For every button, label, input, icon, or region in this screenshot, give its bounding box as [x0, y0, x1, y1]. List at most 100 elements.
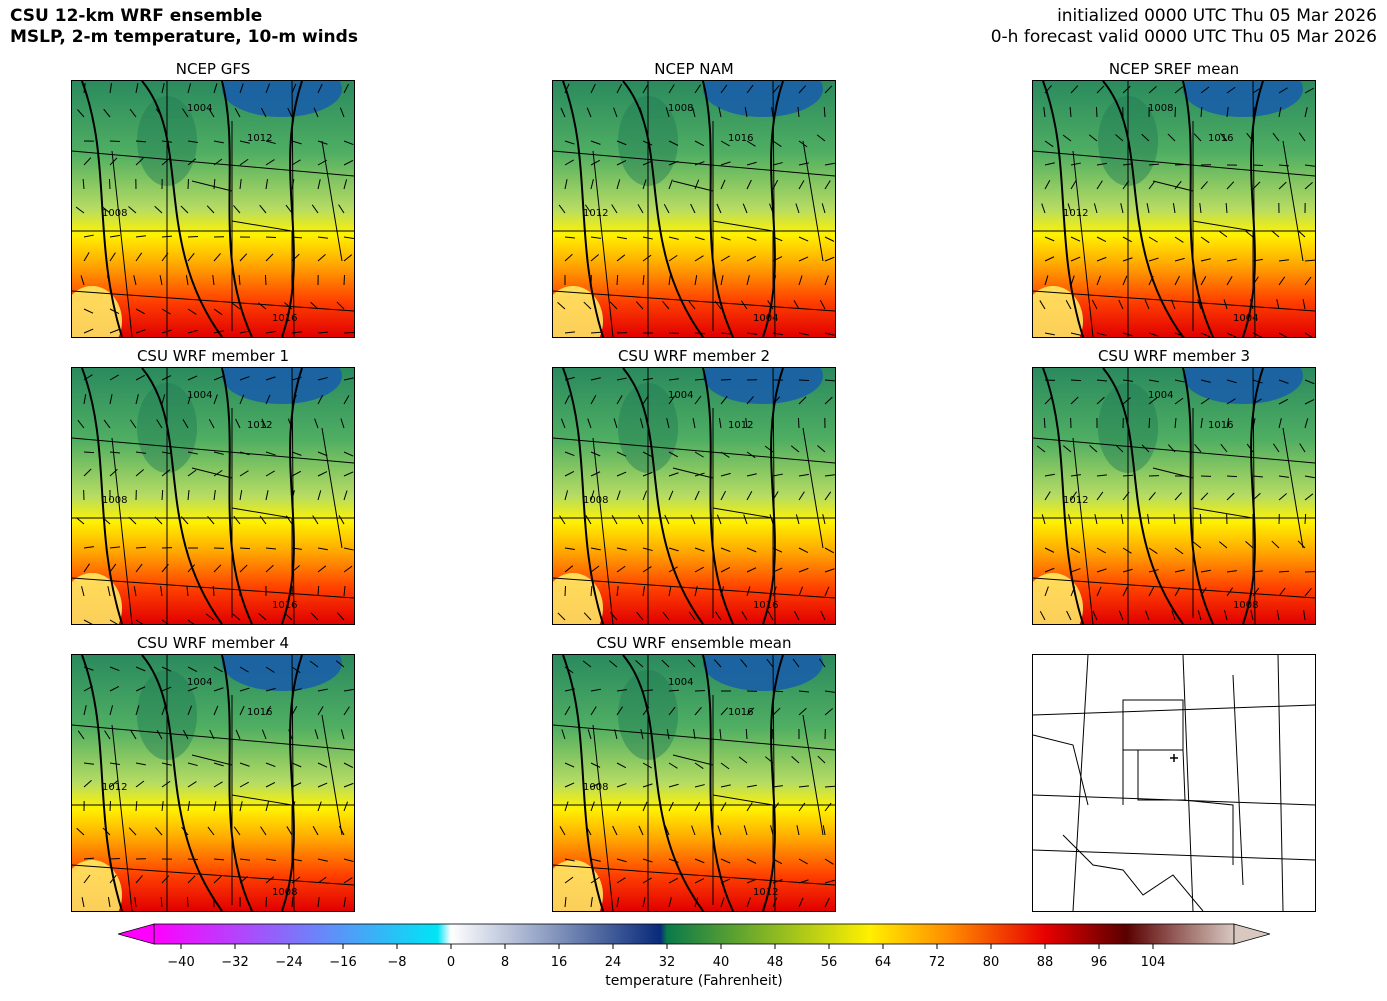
wind-barb — [1226, 475, 1238, 478]
wind-barb — [1223, 299, 1228, 310]
wind-barb — [1063, 445, 1072, 453]
wind-barb — [772, 379, 784, 381]
wind-barb — [109, 468, 118, 477]
wind-barb — [798, 802, 806, 812]
wind-barb — [616, 877, 626, 884]
wind-barb — [694, 472, 705, 477]
wind-barb — [83, 857, 95, 860]
wind-barb — [564, 470, 575, 477]
wind-barb — [291, 394, 297, 405]
wind-barb — [740, 300, 748, 310]
title-line-1: CSU 12-km WRF ensemble — [10, 6, 263, 26]
wind-barb — [694, 84, 701, 94]
wind-barb — [720, 547, 731, 553]
wind-barb — [104, 730, 111, 740]
wind-barb — [1148, 547, 1158, 554]
wind-barb — [1096, 417, 1098, 429]
wind-barb — [213, 469, 223, 477]
state-boundary — [1033, 734, 1089, 806]
wind-barb — [824, 180, 831, 190]
wind-barb — [720, 878, 731, 884]
wind-barb — [213, 236, 225, 238]
wind-barb — [668, 490, 674, 501]
wind-barb — [1171, 610, 1176, 621]
wind-barb — [317, 140, 328, 145]
state-boundary — [1033, 577, 1315, 599]
wind-barb — [1200, 569, 1211, 573]
wind-barb — [135, 394, 139, 405]
wind-barb — [109, 157, 118, 166]
wind-barb — [772, 802, 779, 812]
wind-barb — [232, 613, 241, 621]
isobar-label: 1008 — [1233, 600, 1258, 611]
wind-barb — [746, 379, 758, 381]
weather-map: 1004 1008 1012 1016 — [552, 367, 836, 625]
panel-title-empty — [1032, 633, 1316, 653]
wind-barb — [668, 254, 678, 262]
wind-barb — [772, 236, 783, 242]
wind-barb — [1199, 203, 1202, 214]
wind-barb — [1252, 587, 1260, 597]
isobar-label: 1004 — [753, 313, 778, 324]
wind-barb — [1174, 475, 1186, 477]
wind-barb — [1041, 203, 1046, 214]
wind-barb — [135, 875, 143, 884]
wind-barb — [343, 471, 354, 477]
wind-barb — [694, 161, 705, 166]
wind-barb — [1145, 610, 1150, 621]
wind-barb — [1226, 492, 1235, 501]
wind-barb — [1122, 417, 1124, 429]
wind-barb — [343, 762, 354, 768]
state-boundary — [1182, 655, 1194, 911]
wind-barb — [343, 877, 353, 884]
isobar — [762, 655, 784, 911]
panel-csu-wrf-member-2: CSU WRF member 2 1004 1008 1012 1016 — [552, 346, 836, 625]
state-boundary — [72, 150, 354, 177]
wind-barb — [1252, 475, 1263, 478]
wind-barb — [317, 688, 328, 692]
wind-barb — [609, 301, 618, 310]
wind-barb — [161, 83, 165, 94]
wind-barb — [694, 332, 706, 335]
isobar-label: 1004 — [187, 677, 212, 688]
wind-barb — [1194, 444, 1202, 453]
coastal-region — [72, 573, 122, 624]
wind-barb — [285, 515, 293, 525]
state-boundary — [553, 864, 835, 886]
wind-barb — [772, 728, 774, 740]
wind-barb — [213, 801, 217, 812]
wind-barb — [265, 376, 276, 381]
wind-barb — [770, 825, 774, 836]
wind-barb — [1094, 514, 1098, 525]
isobar-label: 1008 — [102, 495, 127, 506]
wind-barb — [584, 204, 592, 214]
wind-barb — [642, 547, 653, 552]
wind-barb — [209, 729, 215, 740]
wind-barb — [610, 612, 618, 621]
wind-barb — [259, 515, 267, 525]
wind-barb — [720, 84, 728, 94]
wind-barb — [616, 706, 623, 716]
wind-barb — [155, 827, 163, 836]
panel-csu-wrf-member-4: CSU WRF member 4 1004 1012 1016 1008 — [71, 633, 355, 912]
wind-barb — [1070, 180, 1077, 190]
wind-barb — [1304, 571, 1315, 573]
isobar — [562, 368, 604, 624]
wind-barb — [338, 515, 345, 525]
wind-barb — [1200, 492, 1209, 501]
wind-barb — [317, 547, 328, 551]
wind-barb — [746, 161, 757, 166]
wind-barb — [1091, 299, 1098, 310]
wind-barb — [824, 332, 835, 336]
panel-ncep-sref-mean: NCEP SREF mean 1008 1012 1016 1004 — [1032, 59, 1316, 338]
panel-csu-wrf-member-1: CSU WRF member 1 1004 1008 1012 1016 — [71, 346, 355, 625]
wind-barb — [746, 690, 758, 692]
wind-barb — [109, 451, 120, 454]
isobar-label: 1016 — [1208, 420, 1233, 431]
wind-barb — [343, 451, 354, 457]
wind-barb — [743, 825, 748, 836]
wind-barb — [133, 275, 137, 286]
wind-barb — [746, 858, 757, 864]
wind-barb — [212, 585, 215, 597]
wind-barb — [260, 107, 267, 118]
